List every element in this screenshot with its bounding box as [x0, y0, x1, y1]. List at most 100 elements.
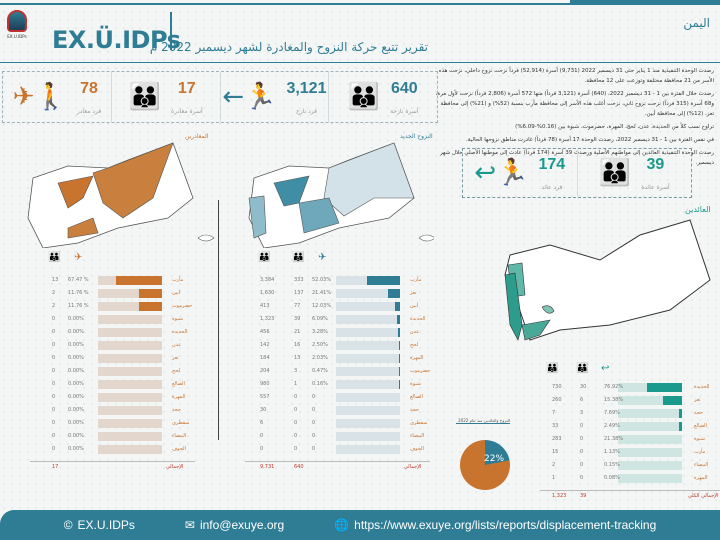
table-row-bar-fill	[662, 396, 682, 405]
website-link[interactable]: https://www.exuye.org/lists/reports/disp…	[354, 518, 657, 532]
table-row-bar-fill	[398, 354, 400, 363]
stat-label: أسرة عائدة	[641, 183, 670, 191]
governorate-label: مأرب	[172, 277, 184, 283]
month-count: 0	[580, 449, 584, 455]
table-row-bar-bg	[98, 302, 162, 311]
governorate-label: لحج	[172, 368, 180, 374]
percentage-value: 15.38%	[604, 397, 624, 403]
governorate-label: المهرة	[410, 355, 424, 361]
brand-separator	[170, 12, 172, 50]
percentage-value: 0	[312, 433, 316, 439]
table-row-bar-bg	[618, 422, 682, 431]
governorate-label: أبين	[410, 303, 419, 309]
month-count: 0	[294, 446, 298, 452]
table-row-bar-fill	[138, 302, 162, 311]
stat-value: 640	[390, 79, 418, 97]
stat-displaced-individuals: ←🏃 3,121 فرد نازح	[219, 72, 329, 122]
percentage-value: 0.00%	[68, 433, 84, 439]
departed-map	[27, 142, 215, 248]
count-value: 2	[52, 303, 56, 309]
org-emblem: EX.U.IDPs	[4, 10, 30, 50]
footer-website[interactable]: 🌐 https://www.exuye.org/lists/reports/dis…	[334, 518, 656, 532]
percentage-value: 2.50%	[312, 342, 328, 348]
percentage-value: 3.28%	[312, 329, 328, 335]
returning-person-icon: ↩🏃	[474, 158, 529, 188]
table-row-bar-bg	[336, 354, 400, 363]
family-icon: 👪	[292, 252, 305, 263]
governorate-label: عدن	[410, 329, 420, 335]
governorate-label: شبوة	[410, 381, 421, 387]
month-count: 1	[294, 381, 298, 387]
percentage-value: 0	[312, 446, 316, 452]
summary-paragraph: رصدت الوحدة التنفيذية العائدين إلى مواطن…	[440, 150, 714, 166]
year-count: 730	[552, 384, 562, 390]
year-count: 283	[552, 436, 562, 442]
governorate-label: حجة	[410, 407, 419, 413]
brand-text: EX.Ü.IDPs	[52, 26, 181, 54]
stats-strip: ✈🚶 78 فرد مغادر 👪 17 أسرة مغادرة ←🏃 3,121 ف…	[2, 71, 438, 123]
emblem-caption: EX.U.IDPs	[7, 34, 27, 39]
pie-label: 22%	[484, 454, 505, 464]
percentage-value: 21.38%	[604, 436, 624, 442]
governorate-label: حضرموت	[172, 303, 193, 309]
month-count: 13	[294, 355, 301, 361]
month-count: 21	[294, 329, 301, 335]
table-row-bar-bg	[98, 380, 162, 389]
count-value: 0	[52, 394, 56, 400]
family-icon: 👪	[546, 363, 559, 374]
percentage-value: 11.76 %	[68, 290, 89, 296]
copyright-text: EX.U.IDPs	[77, 518, 135, 532]
summary-text: رصدت الوحدة التنفيذية منذ 1 يناير حتى 31…	[434, 66, 714, 171]
table-row-bar-bg	[336, 367, 400, 376]
column-divider	[218, 200, 219, 440]
stat-value: 3,121	[286, 79, 327, 97]
governorate-label: الحديدة	[172, 329, 188, 335]
percentage-value: 0.00%	[68, 342, 84, 348]
total-year: 9,731	[260, 464, 275, 470]
governorate-label: الضالع	[694, 423, 707, 429]
table-row-bar-bg	[618, 409, 682, 418]
percentage-value: 0.00%	[68, 407, 84, 413]
governorate-label: شبوة	[694, 436, 705, 442]
table-row-bar-bg	[336, 393, 400, 402]
governorate-label: البيضاء	[410, 433, 425, 439]
summary-paragraph: تراوح نسب كلاً من الحديدة، عدن، لحج، الم…	[515, 124, 714, 130]
year-count: 184	[260, 355, 270, 361]
table-row-bar-bg	[98, 393, 162, 402]
email-link[interactable]: info@exuye.org	[199, 518, 285, 532]
governorate-label: حجة	[172, 407, 181, 413]
table-row-bar-fill	[399, 380, 400, 389]
total-label: الإجمالي	[404, 464, 422, 470]
month-count: 0	[294, 420, 298, 426]
percentage-value: 0.47%	[312, 368, 328, 374]
governorate-label: تعز	[694, 397, 701, 403]
governorate-label: المهرة	[694, 475, 708, 481]
footer-email[interactable]: ✉ info@exuye.org	[185, 518, 284, 532]
stat-returned-families: 👪 39 أسرة عائدة	[576, 149, 692, 197]
month-count: 16	[294, 342, 301, 348]
family-icon: 👪	[258, 252, 271, 263]
percentage-value: 0.00%	[68, 329, 84, 335]
governorate-label: لحج	[410, 342, 418, 348]
governorate-label: الضالع	[410, 394, 423, 400]
month-count: 0	[580, 436, 584, 442]
footer-copyright: © EX.U.IDPs	[64, 518, 135, 532]
stat-label: فرد مغادر	[76, 107, 102, 115]
year-count: 2	[552, 462, 556, 468]
year-count: 557	[260, 394, 270, 400]
count-value: 0	[52, 407, 56, 413]
percentage-value: 67.47 %	[68, 277, 89, 283]
returnees-stats-strip: ↩🏃 174 فرد عائد 👪 39 أسرة عائدة	[462, 148, 692, 198]
family-icon: 👪	[128, 82, 161, 112]
count-value: 0	[52, 420, 56, 426]
percentage-value: 6.09%	[312, 316, 328, 322]
total-label: الإجمالي	[166, 464, 184, 470]
table-row-bar-fill	[394, 302, 400, 311]
total-divider	[245, 461, 430, 462]
count-value: 0	[52, 368, 56, 374]
governorate-label: أبين	[172, 290, 181, 296]
percentage-value: 12.03%	[312, 303, 332, 309]
stat-label: فرد نازح	[295, 107, 317, 115]
percentage-value: 0.00%	[68, 316, 84, 322]
percentage-value: 1.13%	[604, 449, 620, 455]
